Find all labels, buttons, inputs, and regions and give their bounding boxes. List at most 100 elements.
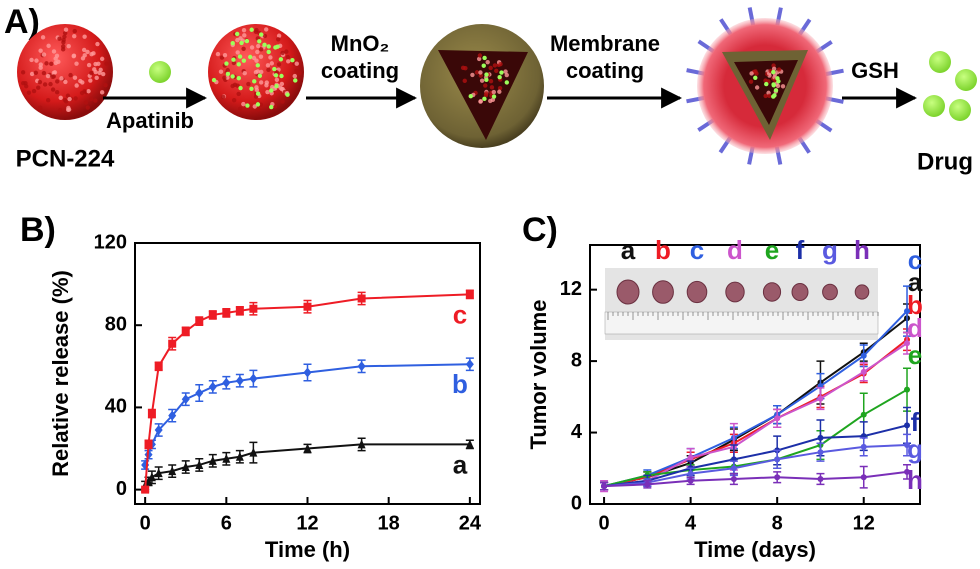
texture-dot	[463, 65, 468, 71]
inset-label: h	[854, 235, 870, 265]
texture-dot	[237, 106, 243, 111]
y-tick-label: 4	[571, 421, 583, 443]
texture-dot	[54, 53, 60, 59]
texture-dot	[753, 69, 758, 74]
x-tick-label: 4	[685, 512, 697, 534]
inset-label: e	[765, 235, 779, 265]
texture-dot	[103, 82, 108, 88]
drug-dot	[230, 40, 235, 46]
texture-dot	[48, 81, 53, 87]
texture-dot	[258, 80, 264, 85]
texture-dot	[235, 50, 240, 55]
drug-dot	[245, 103, 250, 108]
texture-dot	[85, 105, 90, 110]
y-axis-title: Relative release (%)	[48, 270, 73, 477]
series-label: d	[907, 313, 923, 343]
data-point	[154, 468, 163, 478]
drug-dot	[257, 39, 262, 44]
data-point	[817, 434, 824, 441]
drug-dot	[255, 63, 260, 68]
inset-label: c	[690, 235, 704, 265]
data-point	[222, 377, 231, 388]
texture-dot	[231, 98, 237, 103]
texture-dot	[294, 68, 299, 73]
data-point	[235, 306, 244, 315]
texture-dot	[242, 71, 247, 76]
texture-dot	[49, 61, 54, 67]
data-point	[904, 340, 911, 347]
drug-dot	[497, 74, 502, 80]
data-point	[904, 468, 911, 475]
texture-dot	[225, 68, 230, 73]
texture-dot	[763, 93, 768, 99]
texture-dot	[219, 55, 225, 60]
texture-dot	[45, 97, 51, 103]
texture-dot	[95, 41, 100, 47]
ruler-ticks	[607, 312, 879, 320]
texture-dot	[269, 61, 275, 66]
series-label: e	[908, 340, 922, 370]
drug-dot	[771, 94, 776, 99]
data-point	[303, 302, 312, 311]
texture-dot	[483, 92, 489, 98]
texture-dot	[38, 48, 43, 53]
drug-dot	[249, 86, 254, 91]
data-point	[730, 465, 737, 472]
texture-dot	[748, 79, 754, 84]
texture-dot	[73, 96, 78, 101]
data-point	[235, 451, 244, 461]
texture-dot	[79, 90, 85, 96]
drug-dot	[278, 57, 284, 62]
data-point	[303, 367, 312, 378]
data-point	[222, 453, 231, 463]
data-point	[817, 475, 824, 482]
texture-dot	[51, 49, 57, 54]
texture-dot	[97, 70, 102, 76]
pcn-224-particle	[17, 24, 113, 120]
texture-dot	[497, 89, 502, 94]
texture-dot	[276, 62, 282, 67]
texture-dot	[241, 46, 246, 51]
data-point	[195, 459, 204, 469]
particle-texture	[20, 27, 109, 113]
texture-dot	[57, 108, 63, 113]
texture-dot	[280, 50, 285, 56]
texture-dot	[54, 90, 60, 95]
texture-dot	[94, 75, 99, 81]
texture-dot	[255, 49, 260, 55]
texture-dot	[68, 72, 73, 78]
drug-dot	[239, 40, 244, 46]
texture-dot	[259, 69, 264, 75]
texture-dot	[492, 63, 498, 68]
data-point	[222, 308, 231, 317]
texture-dot	[51, 70, 57, 76]
step-label: MnO₂	[331, 31, 390, 56]
texture-dot	[72, 75, 78, 80]
drug-dot	[293, 78, 298, 83]
texture-dot	[262, 33, 268, 39]
texture-dot	[254, 87, 260, 93]
texture-dot	[38, 62, 44, 67]
texture-dot	[489, 85, 495, 90]
drug-dot	[771, 83, 776, 88]
texture-dot	[246, 81, 251, 87]
step-label: Apatinib	[106, 108, 194, 133]
texture-dot	[20, 70, 26, 75]
texture-dot	[66, 43, 71, 49]
texture-dot	[88, 96, 94, 102]
drug-dot	[255, 91, 261, 96]
texture-dot	[62, 34, 67, 39]
drug-dot	[234, 31, 240, 37]
texture-dot	[242, 33, 247, 38]
data-point	[181, 327, 190, 336]
drug-dot	[923, 95, 945, 117]
data-point	[465, 290, 474, 299]
texture-dot	[754, 85, 760, 90]
drug-dot	[484, 77, 489, 83]
data-point	[687, 470, 694, 477]
drug-dot	[499, 70, 504, 75]
texture-dot	[80, 80, 85, 85]
data-point	[817, 449, 824, 456]
data-point	[465, 439, 474, 449]
series-line	[603, 444, 908, 488]
